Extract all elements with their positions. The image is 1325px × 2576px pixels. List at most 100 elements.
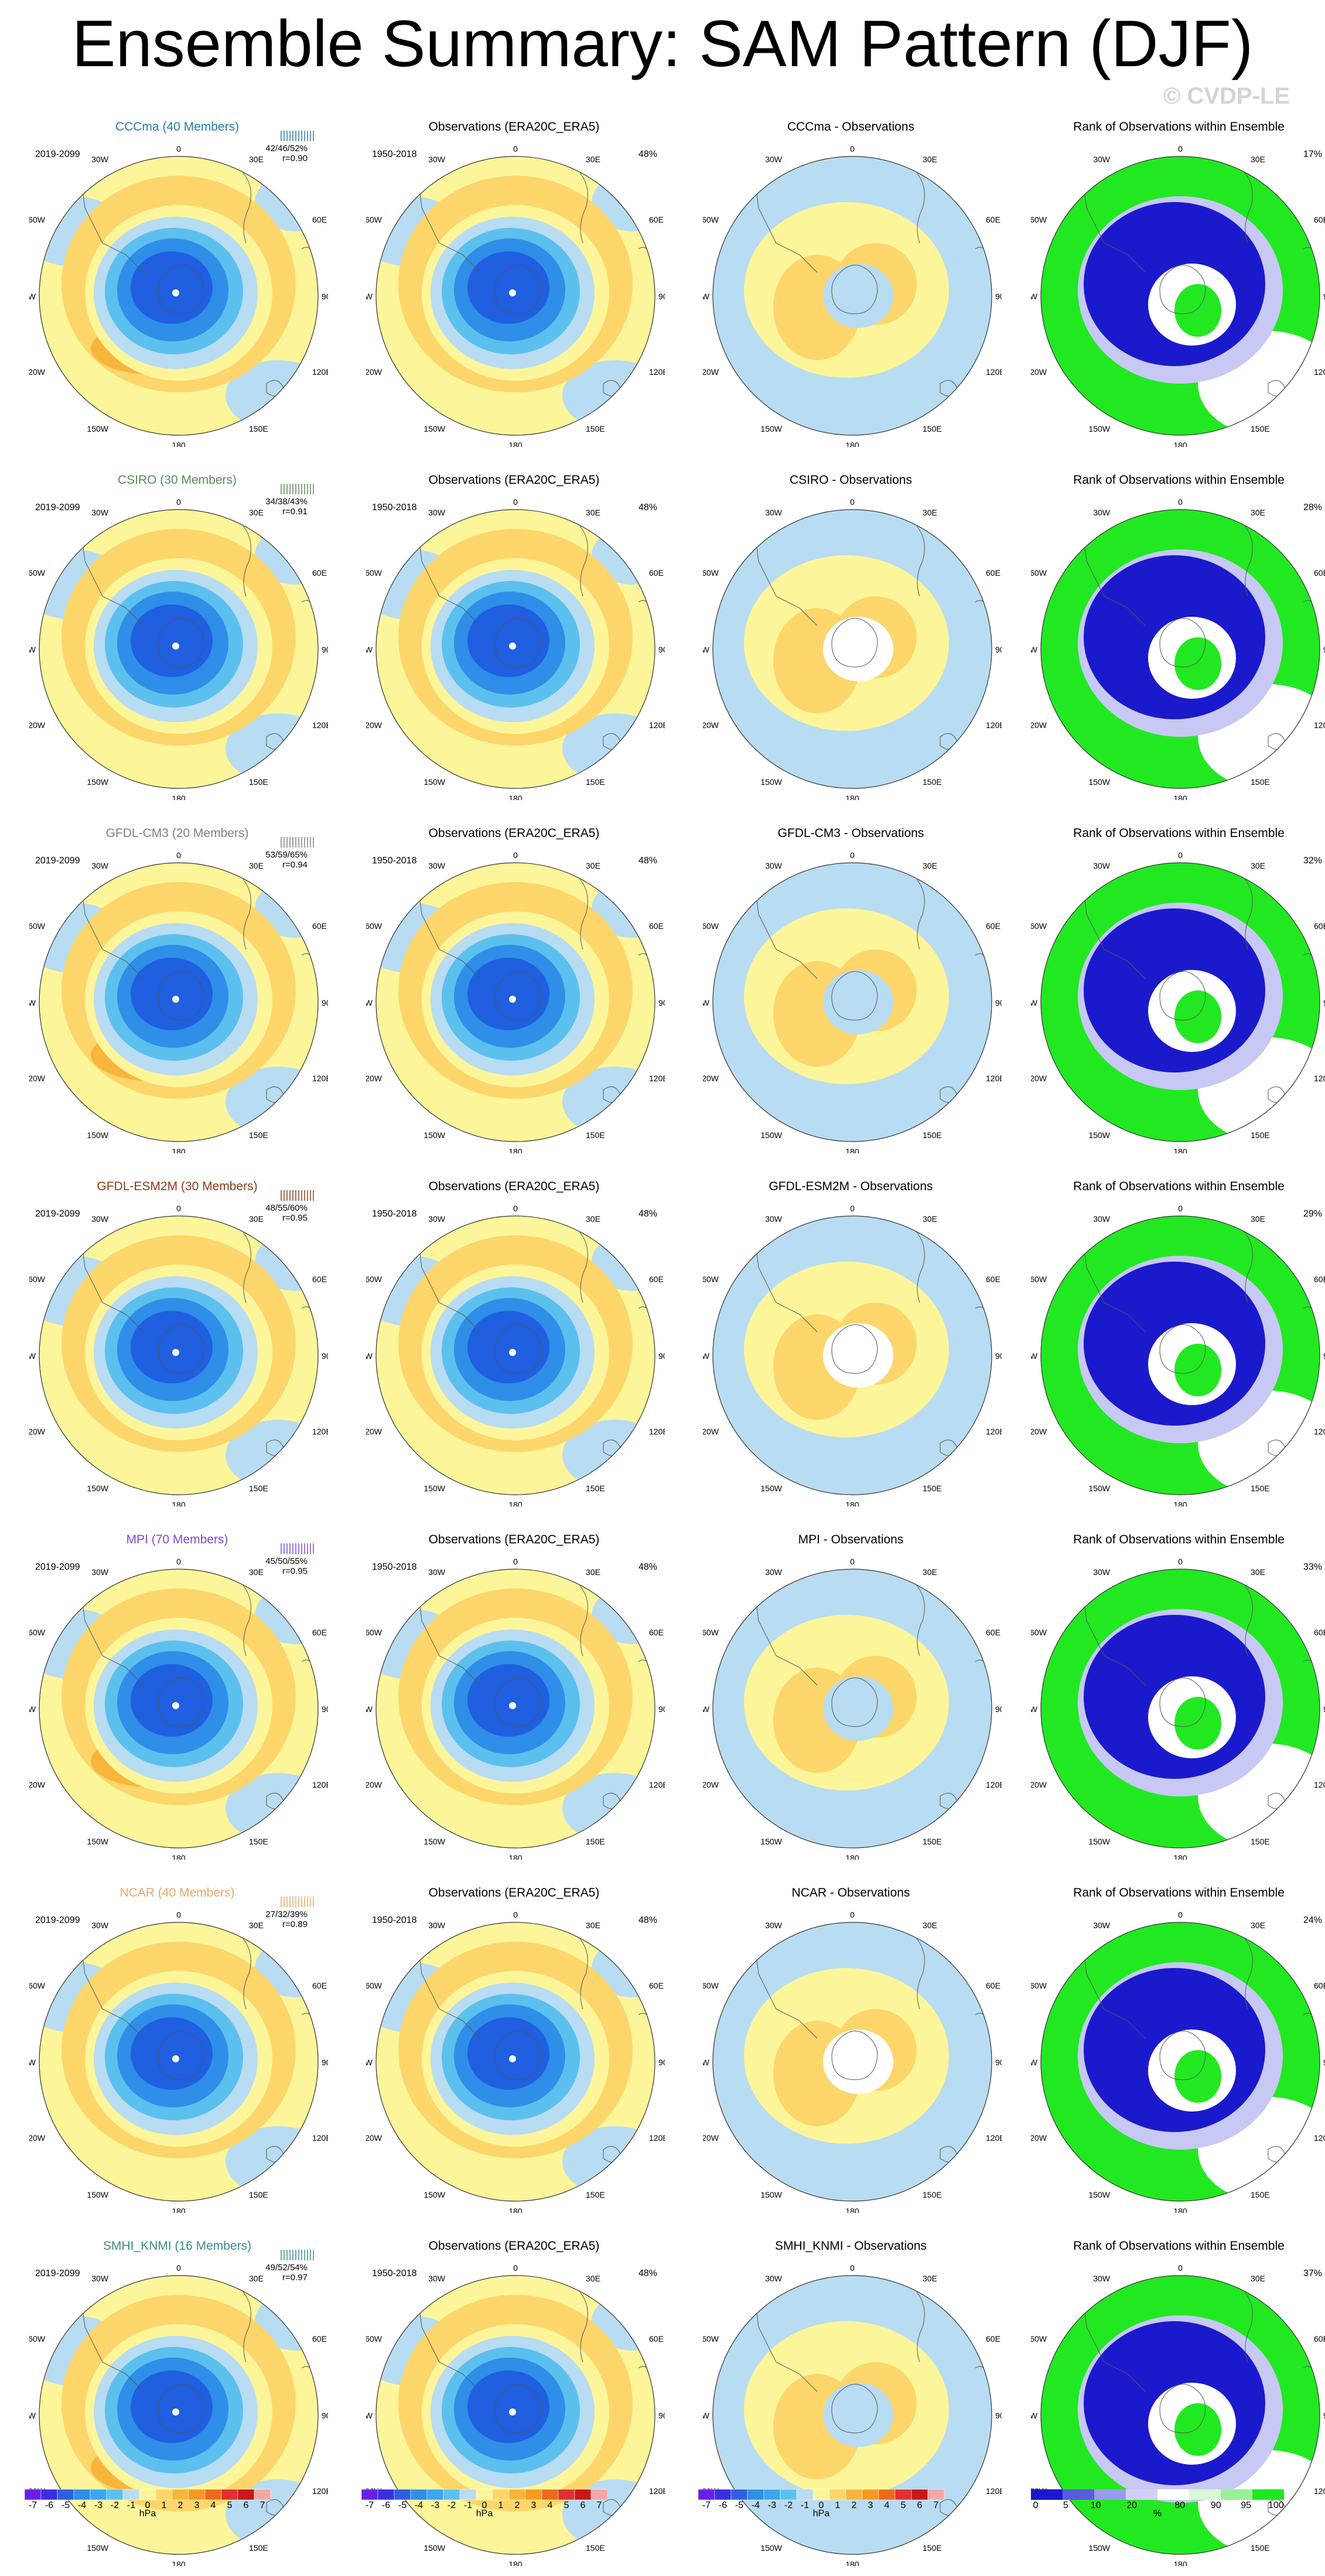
rank-percent: 28%	[1303, 503, 1322, 513]
tick-label-upper-right: 30E	[249, 155, 264, 164]
colorbar-swatch	[574, 2489, 592, 2500]
map-border	[39, 1569, 319, 1849]
tick-label-mid-upper-right: 60E	[1314, 1275, 1325, 1284]
rank-panel: Rank of Observations within Ensemble 33% 0…	[1019, 1533, 1325, 1870]
difference-region-center	[823, 970, 893, 1034]
tick-label-mid-lower-right: 120E	[312, 367, 328, 377]
tick-label-upper-left: 30W	[91, 2274, 109, 2283]
colorbar-label: -6	[719, 2500, 727, 2510]
tick-label-lower-right: 150E	[586, 777, 605, 787]
rank-region-green-center	[1174, 990, 1221, 1043]
colorbar-swatch	[1252, 2489, 1284, 2500]
tick-label-top: 0	[176, 497, 181, 507]
panel-title: Observations (ERA20C_ERA5)	[428, 1533, 600, 1546]
pressure-contour-dark-blue	[467, 1664, 549, 1737]
stats-correlation: r=0.97	[282, 2273, 308, 2283]
tick-label-top: 0	[513, 2263, 518, 2273]
tick-label-upper-left: 30W	[91, 508, 109, 517]
model-period: 2019-2099	[35, 1209, 80, 1219]
ensemble-stats: 42/46/52% r=0.90	[249, 144, 308, 163]
row-4: GFDL-ESM2M (30 Members) 2019-2099 48/55/60…	[0, 1180, 1325, 1516]
panel-title: GFDL-ESM2M - Observations	[769, 1180, 933, 1193]
tick-label-top: 0	[176, 144, 181, 153]
tick-label-right: 90E	[995, 1704, 1002, 1714]
tick-label-lower-right: 150E	[249, 777, 268, 787]
stats-correlation: r=0.95	[282, 1213, 308, 1223]
tick-label-mid-lower-right: 120E	[1314, 367, 1325, 377]
map-border	[39, 156, 319, 436]
tick-label-top: 0	[176, 1910, 181, 1919]
map-border	[375, 156, 655, 436]
tick-label-mid-upper-left: 60W	[29, 921, 46, 931]
colorbar-label: -6	[45, 2500, 53, 2510]
tick-label-top: 0	[513, 1557, 518, 1566]
colorbar-swatch	[1063, 2489, 1094, 2500]
colorbar-swatch	[57, 2489, 74, 2500]
rank-region-green-center	[1174, 637, 1221, 690]
tick-label-right: 90E	[658, 1704, 665, 1714]
map-border	[39, 509, 319, 789]
colorbar-label: 1	[498, 2500, 504, 2510]
ensemble-stats: 27/32/39% r=0.89	[249, 1909, 308, 1929]
polar-map: 018030W30E60W60E90W90E120W120E150W150E	[29, 2261, 328, 2566]
colorbar-swatch	[796, 2489, 814, 2500]
tick-label-lower-left: 150W	[424, 777, 445, 787]
tick-label-upper-left: 30W	[765, 861, 783, 870]
tick-label-lower-right: 150E	[923, 777, 942, 787]
colorbar-label: 10	[1091, 2500, 1101, 2510]
polar-map: 018030W30E60W60E90W90E120W120E150W150E	[703, 496, 1002, 800]
tick-label-lower-left: 150W	[424, 424, 445, 433]
tick-label-lower-right: 150E	[1251, 424, 1270, 433]
tick-label-lower-right: 150E	[1251, 1130, 1270, 1140]
tick-label-right: 90E	[322, 292, 328, 301]
tick-label-mid-upper-left: 60W	[29, 1981, 46, 1990]
tick-label-left: 90W	[366, 645, 373, 654]
copyright-watermark: © CVDP-LE	[1163, 83, 1290, 109]
tick-label-upper-left: 30W	[1093, 155, 1111, 164]
tick-label-bottom: 180	[508, 2560, 523, 2566]
tick-label-mid-upper-left: 60W	[703, 921, 719, 931]
tick-label-left: 90W	[29, 2058, 36, 2067]
tick-label-lower-right: 150E	[586, 2543, 605, 2553]
tick-label-mid-lower-left: 120W	[366, 720, 383, 730]
polar-map: 018030W30E60W60E90W90E120W120E150W150E	[703, 2261, 1002, 2566]
tick-label-top: 0	[176, 2263, 181, 2273]
stats-percent: 49/52/54%	[265, 2263, 308, 2273]
tick-label-mid-upper-left: 60W	[366, 568, 383, 578]
tick-label-mid-upper-left: 60W	[1031, 1981, 1047, 1990]
map-border	[1040, 862, 1320, 1142]
polar-map: 018030W30E60W60E90W90E120W120E150W150E	[1031, 1555, 1325, 1860]
polar-map: 018030W30E60W60E90W90E120W120E150W150E	[366, 496, 665, 800]
tick-label-right: 90E	[1323, 2058, 1325, 2067]
colorbar-swatch	[476, 2489, 493, 2500]
panel-title: Observations (ERA20C_ERA5)	[428, 120, 600, 134]
tick-label-lower-left: 150W	[87, 1484, 108, 1493]
panel-title: CCCma - Observations	[787, 120, 915, 134]
tick-label-upper-right: 30E	[1251, 1921, 1265, 1930]
map-border	[712, 1569, 992, 1849]
colorbar-swatch	[508, 2489, 526, 2500]
colorbar-label: -1	[127, 2500, 135, 2510]
colorbar-label: -3	[431, 2500, 439, 2510]
polar-map: 018030W30E60W60E90W90E120W120E150W150E	[366, 1555, 665, 1860]
map-border	[1040, 1569, 1320, 1849]
member-spread-strip	[275, 1189, 322, 1202]
colorbar-label: -3	[768, 2500, 776, 2510]
colorbar-label: 6	[580, 2500, 586, 2510]
tick-label-left: 90W	[703, 292, 710, 301]
tick-label-mid-upper-right: 60E	[1314, 1981, 1325, 1990]
tick-label-bottom: 180	[845, 2206, 859, 2213]
tick-label-mid-upper-left: 60W	[366, 215, 383, 224]
tick-label-mid-lower-right: 120E	[1314, 720, 1325, 730]
colorbar-label: -5	[398, 2500, 407, 2510]
colorbar-swatch	[40, 2489, 58, 2500]
panel-title: Rank of Observations within Ensemble	[1073, 1533, 1285, 1546]
colorbar-swatch	[829, 2489, 846, 2500]
tick-label-top: 0	[176, 1557, 181, 1566]
tick-label-lower-left: 150W	[760, 424, 782, 433]
tick-label-upper-right: 30E	[1251, 861, 1265, 870]
tick-label-upper-right: 30E	[923, 1214, 937, 1224]
tick-label-mid-lower-left: 120W	[703, 720, 719, 730]
tick-label-top: 0	[513, 1910, 518, 1919]
colorbar-label: -4	[415, 2500, 423, 2510]
